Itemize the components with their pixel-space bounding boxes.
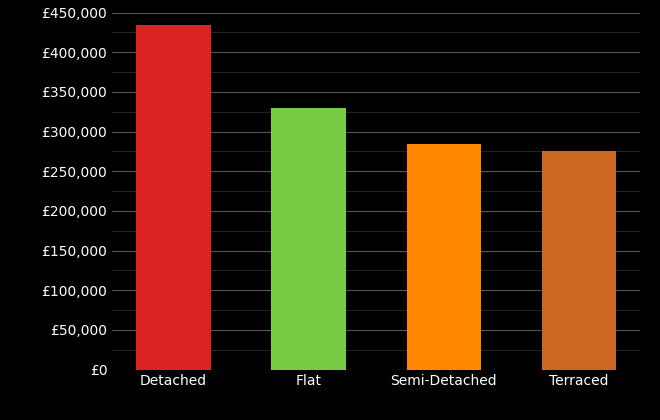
Bar [407, 144, 481, 370]
Bar [136, 24, 211, 370]
Bar [542, 152, 616, 370]
Bar [271, 108, 346, 370]
